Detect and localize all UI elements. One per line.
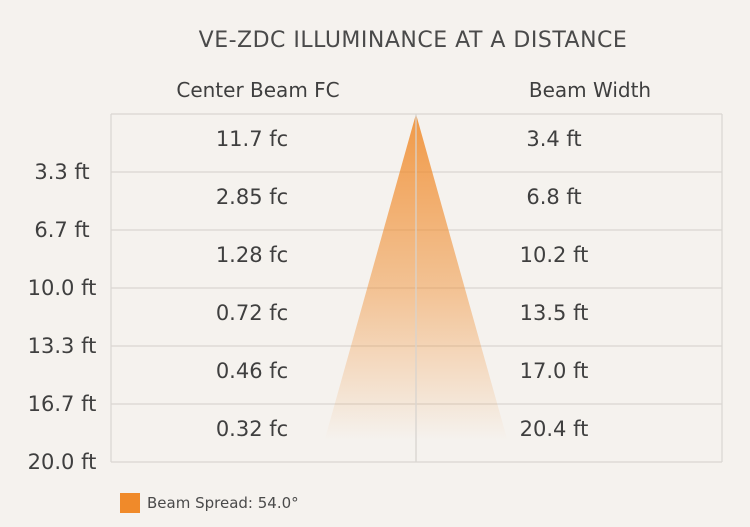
center-beam-fc-value: 0.72 fc	[216, 301, 288, 325]
chart-title: VE-ZDC ILLUMINANCE AT A DISTANCE	[198, 28, 628, 53]
column-header-center-beam-fc: Center Beam FC	[176, 78, 340, 102]
beam-width-value: 13.5 ft	[520, 301, 589, 325]
column-header-beam-width: Beam Width	[528, 78, 652, 102]
distance-label: 3.3 ft	[34, 160, 89, 184]
center-beam-fc-value: 0.46 fc	[216, 359, 288, 383]
distance-label: 10.0 ft	[28, 276, 97, 300]
beam-width-value: 20.4 ft	[520, 417, 589, 441]
beam-width-value: 6.8 ft	[526, 185, 581, 209]
center-beam-fc-value: 1.28 fc	[216, 243, 288, 267]
distance-label: 6.7 ft	[34, 218, 89, 242]
distance-label: 20.0 ft	[28, 450, 97, 474]
legend-label: Beam Spread: 54.0°	[147, 494, 299, 512]
center-beam-fc-value: 0.32 fc	[216, 417, 288, 441]
beam-width-value: 10.2 ft	[520, 243, 589, 267]
distance-label: 16.7 ft	[28, 392, 97, 416]
legend: Beam Spread: 54.0°	[120, 493, 299, 513]
distance-label: 13.3 ft	[28, 334, 97, 358]
center-beam-fc-value: 11.7 fc	[216, 127, 288, 151]
beam-width-value: 17.0 ft	[520, 359, 589, 383]
beam-width-value: 3.4 ft	[526, 127, 581, 151]
center-beam-fc-value: 2.85 fc	[216, 185, 288, 209]
beam-spread-swatch	[120, 493, 140, 513]
